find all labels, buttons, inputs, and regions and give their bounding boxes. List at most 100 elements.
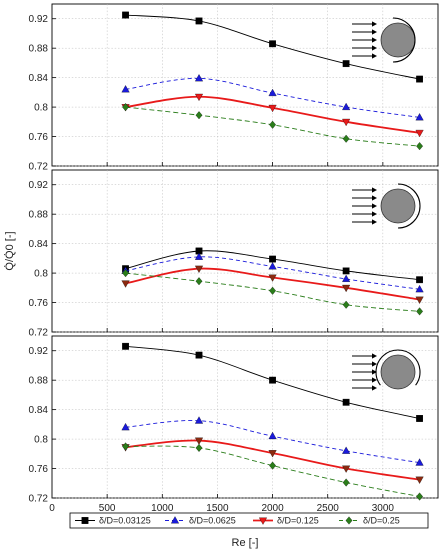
data-point <box>415 296 424 304</box>
data-point <box>269 255 276 263</box>
arrow-head-icon <box>372 377 377 383</box>
data-point <box>121 423 130 431</box>
series-group <box>121 11 424 151</box>
data-point <box>195 277 203 286</box>
cylinder-icon <box>380 188 416 224</box>
data-point <box>122 442 129 451</box>
y-tick-label: 0.84 <box>29 405 49 416</box>
data-point <box>342 274 351 282</box>
legend-marker <box>170 516 180 524</box>
arrow-head-icon <box>372 369 377 375</box>
y-tick-label: 0.88 <box>29 210 49 221</box>
y-tick-label: 0.92 <box>29 14 49 25</box>
legend: δ/D=0.03125 δ/D=0.0625 δ/D=0.125 δ/D=0.25 <box>69 512 429 529</box>
legend-label: δ/D=0.03125 <box>99 516 151 526</box>
data-point <box>122 269 129 278</box>
legend-marker <box>81 517 89 524</box>
legend-label: δ/D=0.25 <box>363 516 400 526</box>
data-point <box>121 280 130 288</box>
series-line <box>125 445 420 497</box>
data-point <box>416 307 423 316</box>
y-tick-label: 0.88 <box>29 376 49 387</box>
data-point <box>121 85 130 93</box>
data-point <box>342 267 350 275</box>
data-point <box>268 450 277 458</box>
arrow-head-icon <box>372 37 377 43</box>
data-point <box>269 461 276 470</box>
y-tick-label: 0.84 <box>29 73 49 84</box>
data-point <box>194 437 204 445</box>
y-tick-label: 0.72 <box>29 494 49 505</box>
arrow-head-icon <box>372 353 377 359</box>
arrow-head-icon <box>372 211 377 217</box>
x-tick-label: 3000 <box>372 503 395 514</box>
data-point <box>268 431 277 440</box>
legend-marker <box>258 517 268 525</box>
y-tick-label: 0.88 <box>29 44 49 55</box>
data-point <box>342 465 351 473</box>
data-point <box>122 342 129 350</box>
chart-panel-1: 0.92 0.88 0.84 0.8 0.76 0.72 <box>29 3 439 173</box>
x-tick-label: 2500 <box>317 503 340 514</box>
plot-frame <box>51 3 439 167</box>
arrow-head-icon <box>372 195 377 201</box>
data-point <box>342 284 351 293</box>
y-tick-label: 0.92 <box>29 346 49 357</box>
y-tick-label: 0.76 <box>29 298 49 309</box>
arrow-head-icon <box>372 203 377 209</box>
arrow-head-icon <box>372 187 377 193</box>
data-point <box>342 478 350 487</box>
data-point <box>342 134 350 143</box>
data-point <box>342 102 351 111</box>
y-axis-label: Q̇/Q̇0 [-] <box>3 231 16 270</box>
data-point <box>415 458 424 466</box>
data-point <box>342 118 351 127</box>
data-point <box>415 476 424 484</box>
data-point <box>195 17 203 25</box>
y-tick-label: 0.72 <box>29 328 49 339</box>
arrow-head-icon <box>372 53 377 59</box>
y-tick-label: 0.76 <box>29 464 49 475</box>
data-point <box>268 274 277 282</box>
y-tick-label: 0.8 <box>34 435 48 446</box>
data-point <box>416 142 423 151</box>
data-point <box>415 129 424 138</box>
arrow-head-icon <box>372 29 377 35</box>
legend-marker <box>345 516 353 525</box>
data-point <box>415 284 424 293</box>
chart-panel-2: 0.92 0.88 0.84 0.8 0.76 0.72 <box>29 169 439 339</box>
shroud-shape <box>392 17 416 63</box>
y-tick-label: 0.72 <box>29 162 49 173</box>
arrow-head-icon <box>372 361 377 367</box>
arrow-head-icon <box>372 45 377 51</box>
data-point <box>342 300 350 309</box>
arrow-head-icon <box>372 21 377 27</box>
plot-frame <box>51 169 439 333</box>
data-point <box>268 88 277 97</box>
data-point <box>416 415 423 422</box>
y-tick-label: 0.84 <box>29 239 49 250</box>
data-point <box>342 60 350 68</box>
data-point <box>122 11 129 19</box>
y-tick-label: 0.76 <box>29 132 49 143</box>
data-point <box>416 75 423 83</box>
data-point <box>342 446 351 454</box>
shroud-shape <box>375 349 421 386</box>
legend-label: δ/D=0.0625 <box>189 516 236 526</box>
data-point <box>194 252 204 260</box>
data-point <box>195 351 203 359</box>
x-tick-label: 500 <box>99 503 116 514</box>
data-point <box>194 74 204 82</box>
series-group <box>121 247 424 316</box>
data-point <box>415 113 424 121</box>
data-point <box>342 398 350 406</box>
arrow-head-icon <box>372 219 377 225</box>
data-point <box>416 276 423 284</box>
series-group <box>121 342 424 501</box>
data-point <box>269 376 276 384</box>
data-point <box>268 104 277 113</box>
data-point <box>269 120 276 129</box>
data-point <box>269 286 276 295</box>
data-point <box>269 40 276 48</box>
